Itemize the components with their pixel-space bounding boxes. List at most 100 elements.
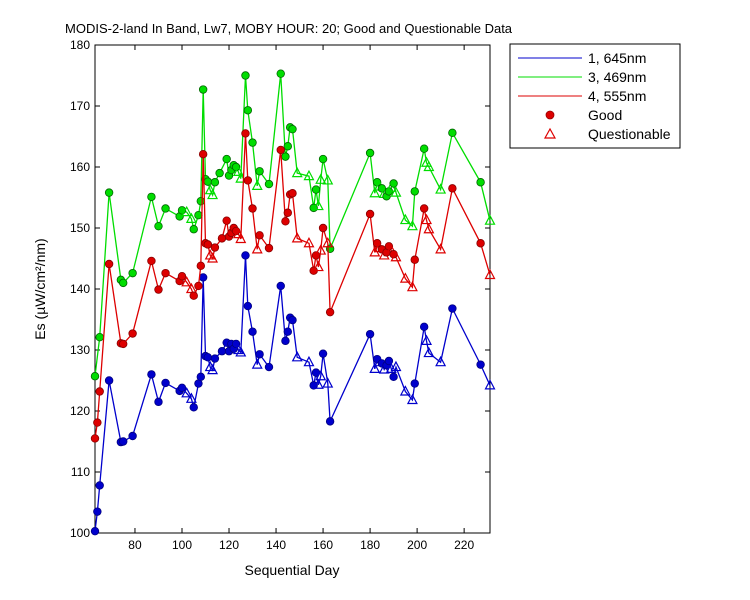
y-tick-label: 180 [70, 38, 90, 52]
x-tick-label: 220 [454, 538, 474, 552]
good-point [318, 154, 328, 164]
good-point [325, 417, 335, 426]
good-point [90, 526, 100, 536]
good-point [448, 304, 457, 313]
good-point [241, 71, 250, 80]
good-point [128, 431, 137, 441]
good-point [311, 185, 321, 194]
good-point [194, 210, 203, 220]
good-point [95, 332, 104, 342]
questionable-point [390, 250, 402, 262]
questionable-point [251, 179, 263, 191]
axes: 80 100 120 140 160 180 200 220 100 110 120 130 140 15… [70, 38, 490, 552]
questionable-point [235, 232, 247, 244]
good-point [198, 273, 208, 282]
good-point [203, 353, 213, 362]
good-point [288, 189, 297, 198]
good-point [95, 481, 104, 490]
good-point [210, 243, 220, 252]
questionable-point [315, 173, 327, 184]
good-point [196, 196, 206, 206]
good-point [419, 322, 429, 332]
good-point [203, 177, 213, 186]
y-tick-label: 120 [70, 404, 90, 418]
good-point [288, 124, 297, 134]
good-point [194, 281, 203, 291]
good-point [93, 507, 102, 516]
good-point [476, 360, 485, 369]
y-tick-label: 160 [70, 160, 90, 174]
questionable-point [484, 214, 496, 225]
good-point [365, 329, 375, 339]
questionable-point [181, 276, 193, 287]
questionable-point [423, 160, 435, 172]
questionable-point [251, 243, 263, 254]
good-point [147, 370, 156, 379]
good-point [476, 239, 485, 248]
x-tick-label: 120 [219, 538, 239, 552]
questionable-point [406, 280, 418, 292]
legend-label-questionable: Questionable [588, 126, 671, 142]
good-point [281, 152, 290, 161]
good-point [128, 329, 137, 338]
questionable-point [435, 355, 447, 367]
legend-good-marker [545, 110, 555, 120]
good-point [264, 179, 274, 189]
questionable-point [312, 199, 324, 211]
questionable-point [369, 186, 381, 198]
good-point [147, 192, 156, 202]
questionable-point [181, 387, 193, 398]
questionable-point [385, 362, 397, 374]
questionable-point [315, 369, 327, 381]
good-point [196, 372, 206, 382]
good-point [90, 434, 100, 443]
good-point [264, 243, 274, 253]
questionable-point [181, 205, 193, 217]
y-axis-label: Es (µW/cm²/nm) [32, 238, 48, 339]
x-axis-label: Sequential Day [245, 562, 340, 578]
good-point [217, 234, 227, 243]
good-point [448, 184, 457, 193]
good-point [255, 167, 264, 176]
x-tick-label: 80 [128, 538, 142, 552]
series-3 [90, 129, 496, 443]
questionable-point [207, 363, 219, 375]
good-point [90, 372, 100, 381]
good-point [283, 142, 292, 151]
good-point [161, 268, 170, 278]
good-point [154, 285, 163, 294]
good-point [243, 176, 253, 185]
good-point [318, 223, 328, 233]
good-point [288, 315, 297, 325]
questionable-point [207, 252, 219, 263]
y-tick-label: 150 [70, 221, 90, 235]
x-tick-label: 140 [266, 538, 286, 552]
good-point [196, 261, 206, 271]
good-point [283, 208, 292, 217]
series-1 [90, 251, 496, 536]
good-point [410, 187, 419, 196]
good-point [161, 378, 170, 388]
good-point [147, 256, 156, 266]
good-point [203, 240, 213, 249]
x-tick-label: 100 [172, 538, 192, 552]
good-point [241, 251, 250, 260]
good-point [248, 204, 257, 213]
questionable-point [291, 232, 303, 243]
good-point [189, 403, 198, 412]
questionable-point [312, 260, 324, 272]
good-point [104, 188, 114, 197]
good-point [365, 209, 375, 219]
questionable-point [399, 213, 411, 225]
questionable-point [303, 236, 315, 248]
questionable-point [315, 244, 327, 255]
good-point [222, 154, 231, 164]
good-point [210, 178, 220, 187]
questionable-point [322, 236, 334, 248]
x-tick-label: 160 [313, 538, 333, 552]
good-point [325, 307, 335, 317]
series-layer [90, 69, 496, 536]
legend-label-469: 3, 469nm [588, 69, 646, 85]
good-point [281, 336, 290, 346]
x-tick-label: 200 [407, 538, 427, 552]
